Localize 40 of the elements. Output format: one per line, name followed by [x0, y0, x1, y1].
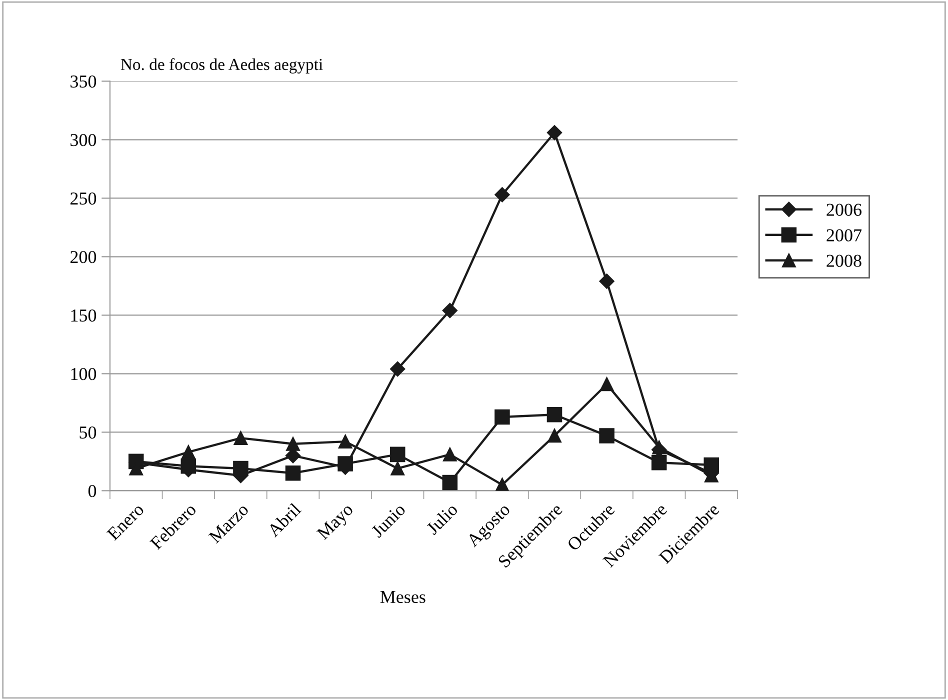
point [494, 409, 510, 425]
y-axis-title: No. de focos de Aedes aegypti [120, 58, 323, 74]
point [338, 456, 353, 472]
point [442, 447, 457, 462]
point [181, 445, 196, 460]
point [494, 187, 510, 202]
point [390, 361, 406, 377]
y-tick-label: 300 [70, 134, 96, 146]
point [338, 434, 352, 449]
point [442, 302, 458, 318]
point [233, 460, 248, 476]
y-tick-label: 100 [71, 368, 96, 380]
point [495, 478, 510, 491]
legend-label: 2008 [826, 254, 862, 267]
point [285, 466, 301, 481]
point [546, 125, 562, 140]
point [548, 428, 562, 443]
y-tick-label: 0 [88, 484, 96, 498]
y-tick-label: 150 [71, 309, 96, 322]
point [600, 377, 614, 392]
y-tick-label: 50 [80, 426, 96, 439]
point [286, 436, 300, 451]
point [652, 440, 666, 454]
x-tick-label: Julio [425, 502, 458, 536]
point [390, 462, 405, 476]
point [390, 446, 406, 462]
point [234, 431, 248, 445]
point [651, 454, 667, 470]
point [704, 457, 720, 473]
point [599, 428, 614, 444]
legend-label: 2007 [826, 229, 862, 242]
point [442, 474, 458, 490]
legend-label: 2006 [826, 204, 862, 216]
y-tick-label: 250 [70, 192, 96, 205]
y-tick-label: 200 [70, 250, 96, 264]
point [546, 407, 562, 422]
point [180, 458, 196, 474]
y-tick-label: 350 [70, 75, 96, 88]
point [599, 274, 614, 289]
x-axis-title: Meses [380, 591, 426, 604]
